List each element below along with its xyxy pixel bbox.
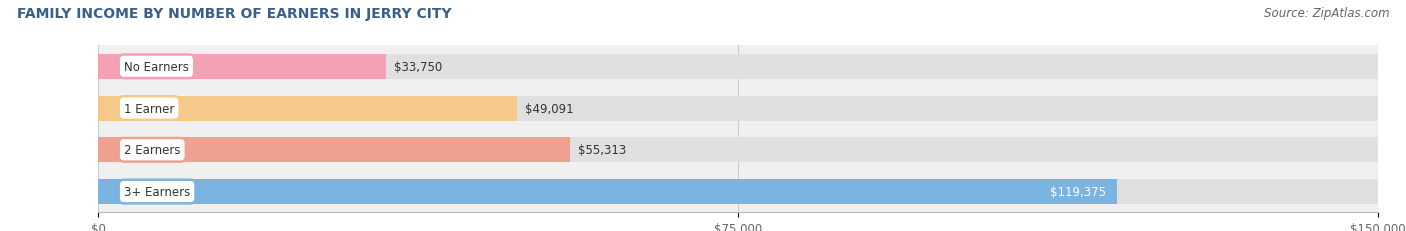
Text: $33,750: $33,750 <box>394 61 443 73</box>
Bar <box>98 138 1378 163</box>
Bar <box>98 96 1378 121</box>
Bar <box>98 138 571 163</box>
Text: 2 Earners: 2 Earners <box>124 144 180 157</box>
Bar <box>98 179 1116 204</box>
Bar <box>98 96 517 121</box>
Bar <box>98 55 1378 79</box>
Text: $49,091: $49,091 <box>524 102 574 115</box>
Text: $55,313: $55,313 <box>578 144 626 157</box>
Text: No Earners: No Earners <box>124 61 188 73</box>
Bar <box>98 179 1378 204</box>
Text: FAMILY INCOME BY NUMBER OF EARNERS IN JERRY CITY: FAMILY INCOME BY NUMBER OF EARNERS IN JE… <box>17 7 451 21</box>
Text: 3+ Earners: 3+ Earners <box>124 185 190 198</box>
Text: $119,375: $119,375 <box>1050 185 1107 198</box>
Text: Source: ZipAtlas.com: Source: ZipAtlas.com <box>1264 7 1389 20</box>
Text: 1 Earner: 1 Earner <box>124 102 174 115</box>
Bar <box>98 55 387 79</box>
